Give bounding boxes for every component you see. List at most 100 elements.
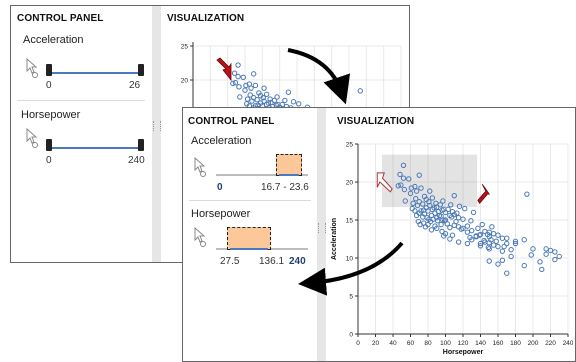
x-tick-label: 240 <box>563 340 574 347</box>
front-panel-separator[interactable] <box>317 108 326 361</box>
x-tick-label: 160 <box>493 340 504 347</box>
back-visualization-title: VISUALIZATION <box>167 13 245 24</box>
data-point <box>543 246 549 252</box>
data-point <box>290 99 297 105</box>
data-point <box>448 202 454 208</box>
data-point <box>495 243 501 250</box>
data-point <box>444 221 450 227</box>
data-point <box>357 88 363 94</box>
x-tick-label: 20 <box>372 340 380 347</box>
data-point <box>453 218 459 225</box>
data-point <box>504 270 510 276</box>
data-point <box>441 218 448 224</box>
drag-cursor-icon <box>194 156 206 177</box>
front-horsepower-range-handle[interactable] <box>227 227 271 250</box>
pointer-cursor-icon <box>216 57 232 82</box>
data-point <box>244 96 251 102</box>
data-point <box>495 261 501 267</box>
data-point <box>479 221 485 228</box>
back-acceleration-slider-track[interactable] <box>48 72 141 74</box>
ghost-cursor-icon <box>376 172 393 193</box>
data-point <box>552 249 558 255</box>
data-point <box>235 73 241 80</box>
data-point <box>413 188 420 194</box>
data-point <box>451 192 457 199</box>
data-point <box>475 225 481 232</box>
data-point <box>413 196 419 202</box>
back-control-panel: CONTROL PANEL Acceleration 0 26 Horsepow… <box>11 6 152 262</box>
back-panel-separator[interactable] <box>152 6 161 262</box>
front-acceleration-slider-track[interactable] <box>216 174 308 176</box>
drag-cursor-icon <box>26 127 38 148</box>
data-point <box>274 94 280 100</box>
data-point <box>237 94 243 100</box>
data-point <box>455 215 462 221</box>
data-point <box>410 200 416 206</box>
y-tick-label: 25 <box>181 44 189 51</box>
data-point <box>401 186 408 193</box>
data-point <box>456 203 463 210</box>
resize-grip-icon[interactable] <box>153 121 161 131</box>
data-point <box>263 91 270 97</box>
data-point <box>495 232 501 238</box>
back-horsepower-slider-track[interactable] <box>48 147 141 149</box>
data-point <box>530 246 536 252</box>
y-tick-label: 20 <box>346 180 354 187</box>
data-point <box>477 243 484 249</box>
back-acceleration-min-handle[interactable] <box>46 64 52 76</box>
data-point <box>240 74 246 80</box>
data-point <box>451 211 457 218</box>
data-point <box>454 210 460 216</box>
front-acceleration-min-value: 0 <box>217 182 223 193</box>
data-point <box>236 84 242 90</box>
y-tick-label: 5 <box>349 294 353 301</box>
data-point <box>416 172 422 178</box>
data-point <box>468 218 474 224</box>
front-scatter-plot[interactable]: 0 20 40 60 80 100 120 140 160 180 200 220 240 0 5 10 15 2… <box>326 130 576 362</box>
data-point <box>250 71 257 77</box>
data-point <box>504 235 510 241</box>
x-tick-label: 220 <box>545 340 556 347</box>
back-acceleration-max-value: 26 <box>129 80 141 91</box>
y-axis-label: Acceleration <box>331 218 338 260</box>
data-point <box>464 229 471 235</box>
data-point <box>499 248 506 254</box>
data-point <box>442 209 449 216</box>
y-tick-label: 20 <box>181 78 189 85</box>
data-point <box>431 205 437 211</box>
data-point <box>462 205 468 212</box>
data-point <box>441 233 447 239</box>
x-tick-label: 80 <box>424 340 432 347</box>
data-point <box>282 97 288 104</box>
back-horsepower-label: Horsepower <box>21 109 81 121</box>
x-tick-label: 0 <box>356 340 360 347</box>
data-point <box>242 87 248 93</box>
data-point <box>499 235 506 241</box>
data-point <box>428 227 435 233</box>
x-tick-label: 200 <box>528 340 539 347</box>
data-point <box>231 70 238 76</box>
front-horsepower-label: Horsepower <box>191 208 251 220</box>
back-acceleration-max-handle[interactable] <box>138 64 144 76</box>
data-point <box>434 218 441 224</box>
resize-grip-icon[interactable] <box>318 223 326 233</box>
x-tick-label: 40 <box>389 340 397 347</box>
data-point <box>230 80 236 87</box>
data-point <box>464 223 471 229</box>
data-point <box>434 225 440 232</box>
data-point <box>440 198 446 204</box>
data-point <box>397 171 403 178</box>
front-acceleration-range-handle[interactable] <box>276 154 302 176</box>
front-acceleration-label: Acceleration <box>191 135 252 147</box>
data-point <box>490 230 497 237</box>
pointer-cursor-icon <box>477 184 491 204</box>
back-horsepower-min-handle[interactable] <box>46 139 52 151</box>
data-point <box>460 225 466 232</box>
data-point <box>398 182 404 188</box>
front-horsepower-max-value: 240 <box>289 256 306 267</box>
data-point <box>254 97 260 103</box>
data-point <box>447 236 453 242</box>
data-point <box>539 266 545 273</box>
data-point <box>247 92 253 98</box>
back-horsepower-max-handle[interactable] <box>138 139 144 151</box>
